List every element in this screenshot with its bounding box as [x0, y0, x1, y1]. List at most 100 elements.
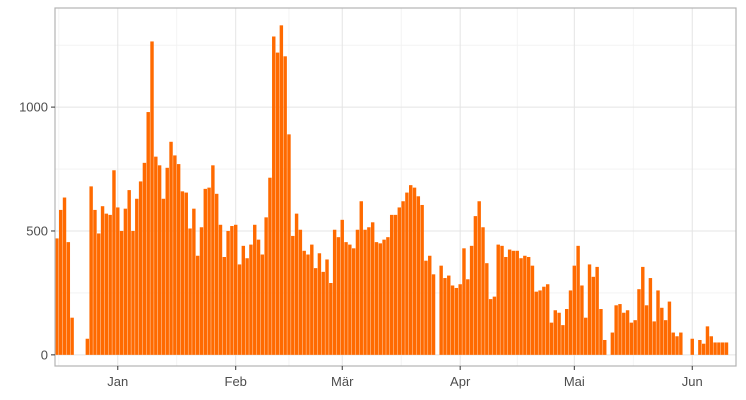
bar — [123, 208, 128, 355]
bar — [488, 299, 493, 355]
bar — [701, 343, 706, 355]
x-tick-label: Feb — [225, 374, 247, 389]
bar — [268, 177, 272, 355]
bar — [211, 165, 215, 355]
bar — [302, 250, 306, 355]
bar — [614, 305, 618, 355]
bar — [116, 207, 120, 355]
bar — [256, 239, 261, 355]
bar — [641, 266, 645, 355]
bar — [675, 336, 679, 355]
bar — [572, 265, 577, 355]
bar — [165, 167, 169, 355]
bar — [660, 307, 664, 355]
bar — [378, 243, 382, 355]
bar — [351, 248, 356, 355]
bar — [58, 209, 63, 355]
bar — [526, 256, 531, 355]
bar — [584, 317, 588, 355]
x-tick-label: Apr — [450, 374, 471, 389]
bar — [367, 227, 371, 355]
bar — [62, 197, 67, 355]
bar — [428, 255, 432, 355]
bar — [690, 338, 694, 355]
bar — [412, 187, 417, 355]
bar — [253, 224, 257, 355]
bar — [401, 201, 405, 355]
bar — [355, 229, 360, 355]
bar — [108, 214, 112, 355]
bar — [283, 56, 287, 355]
bar — [146, 112, 150, 355]
bar — [469, 245, 474, 355]
bar — [329, 283, 333, 355]
bar — [530, 265, 535, 355]
panel-border — [54, 7, 737, 367]
bar — [169, 141, 173, 355]
bar — [142, 162, 147, 355]
bar — [515, 250, 519, 355]
bar — [538, 290, 542, 355]
bar — [511, 250, 516, 355]
bar — [245, 258, 249, 355]
bar — [473, 216, 478, 355]
bar — [199, 227, 204, 355]
bar — [195, 255, 200, 355]
bar — [679, 332, 683, 355]
bar — [496, 244, 500, 355]
bar — [127, 190, 131, 355]
bar — [720, 342, 725, 355]
bar — [447, 275, 451, 355]
bar — [386, 237, 390, 355]
bar — [599, 309, 603, 355]
bar — [207, 187, 211, 355]
bar — [291, 235, 295, 355]
bar — [325, 259, 329, 355]
bar — [363, 229, 367, 355]
bar — [409, 185, 413, 355]
y-axis: 0 500 1000 — [19, 100, 55, 362]
bar — [717, 342, 721, 355]
bar — [458, 284, 462, 355]
bar — [420, 204, 424, 355]
bar — [431, 274, 436, 355]
bar — [709, 336, 713, 355]
x-tick-label: Jan — [107, 374, 128, 389]
bar — [462, 248, 466, 355]
x-tick-label: Jun — [682, 374, 703, 389]
bar — [317, 253, 322, 355]
bar — [135, 198, 139, 355]
bar — [724, 342, 729, 355]
bar — [138, 181, 143, 355]
bar — [568, 290, 573, 355]
bar — [340, 219, 344, 355]
bar — [218, 224, 223, 355]
bar — [131, 230, 135, 355]
bar — [100, 206, 105, 355]
bar — [249, 244, 253, 355]
bar — [104, 213, 109, 355]
bar — [580, 285, 584, 355]
bar — [557, 312, 561, 355]
bar — [519, 258, 523, 355]
bar — [553, 310, 557, 355]
bar — [344, 242, 348, 355]
bar — [705, 326, 710, 355]
bar — [671, 332, 675, 355]
bar — [222, 256, 227, 355]
bar — [348, 244, 352, 355]
bar — [618, 304, 622, 355]
bar — [507, 249, 512, 355]
bar — [150, 41, 154, 355]
bar — [272, 36, 276, 355]
bar — [321, 271, 325, 355]
bar — [93, 209, 97, 355]
bar — [443, 278, 447, 355]
bar — [481, 227, 485, 355]
bar — [405, 192, 409, 355]
bars — [55, 25, 729, 355]
bar — [500, 245, 504, 355]
bar — [439, 265, 443, 355]
bar — [663, 320, 668, 355]
